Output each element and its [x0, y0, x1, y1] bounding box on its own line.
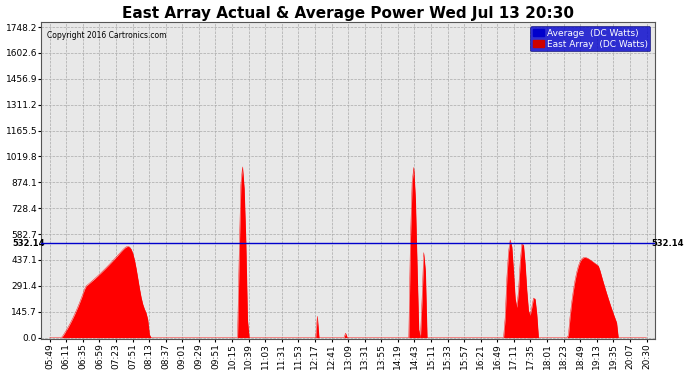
Title: East Array Actual & Average Power Wed Jul 13 20:30: East Array Actual & Average Power Wed Ju…: [122, 6, 574, 21]
Text: 532.14: 532.14: [651, 238, 684, 248]
Legend: Average  (DC Watts), East Array  (DC Watts): Average (DC Watts), East Array (DC Watts…: [531, 26, 651, 51]
Text: 532.14: 532.14: [12, 238, 45, 248]
Text: Copyright 2016 Cartronics.com: Copyright 2016 Cartronics.com: [48, 31, 167, 40]
